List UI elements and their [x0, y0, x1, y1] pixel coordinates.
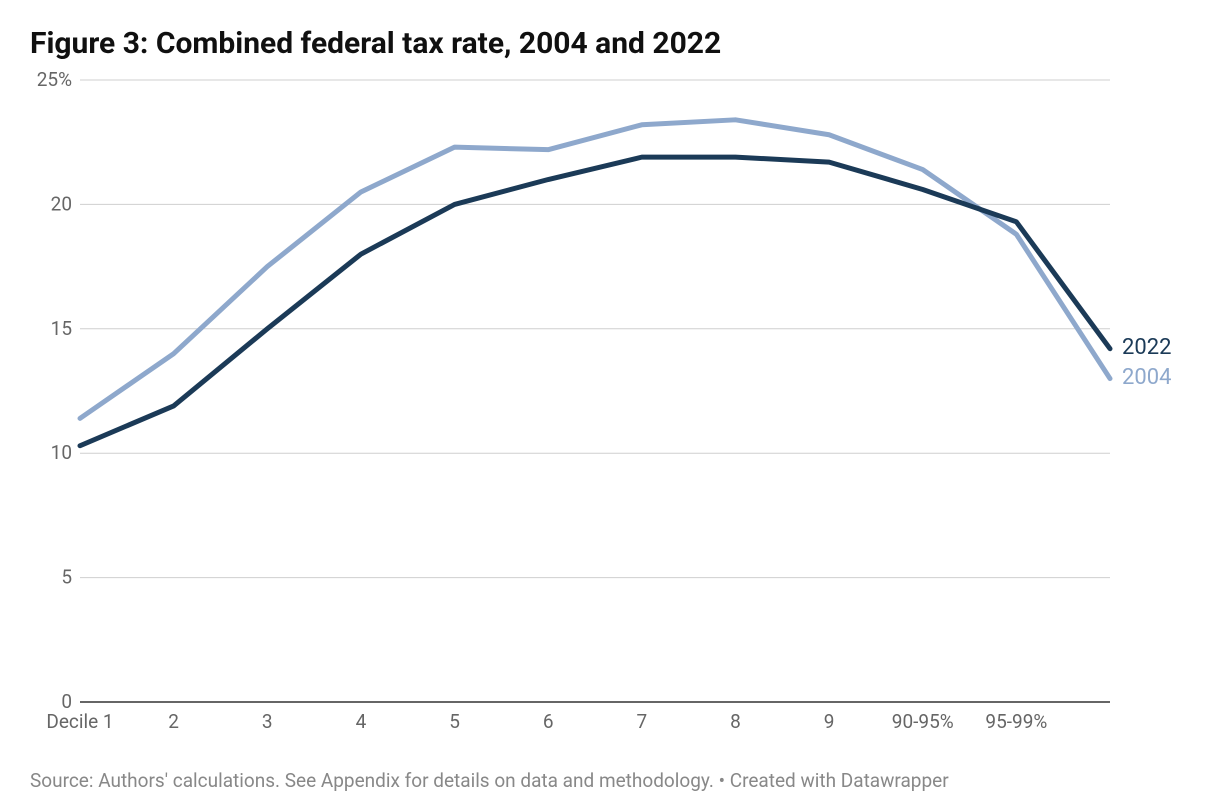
y-axis-tick-label: 10	[51, 441, 72, 464]
series-label-2004: 2004	[1122, 365, 1171, 390]
x-axis-tick-label: 95-99%	[985, 710, 1047, 733]
figure-container: Figure 3: Combined federal tax rate, 200…	[0, 0, 1220, 810]
chart-source-text: Source: Authors' calculations. See Appen…	[30, 769, 949, 792]
y-axis-tick-label: 20	[51, 192, 72, 215]
x-axis-tick-label: 2	[168, 710, 179, 733]
series-line-2004	[80, 120, 1110, 419]
chart-title: Figure 3: Combined federal tax rate, 200…	[30, 26, 1190, 62]
x-axis-tick-label: 90-95%	[892, 710, 954, 733]
x-axis-tick-label: 4	[356, 710, 367, 733]
x-axis-tick-label: Decile 1	[46, 710, 113, 733]
x-axis-tick-label: 7	[636, 710, 647, 733]
series-label-2022: 2022	[1122, 335, 1171, 360]
x-axis-tick-label: 9	[824, 710, 835, 733]
y-axis-tick-label: 15	[51, 317, 72, 340]
chart-plot-area: 0510152025%Decile 12345678990-95%95-99%2…	[30, 72, 1190, 752]
chart-svg: 0510152025%Decile 12345678990-95%95-99%	[30, 72, 1190, 752]
x-axis-tick-label: 8	[730, 710, 741, 733]
x-axis-tick-label: 6	[543, 710, 554, 733]
x-axis-tick-label: 3	[262, 710, 273, 733]
y-axis-tick-label: 25%	[37, 72, 72, 91]
y-axis-tick-label: 5	[61, 566, 72, 589]
x-axis-tick-label: 5	[449, 710, 460, 733]
series-line-2022	[80, 157, 1110, 446]
